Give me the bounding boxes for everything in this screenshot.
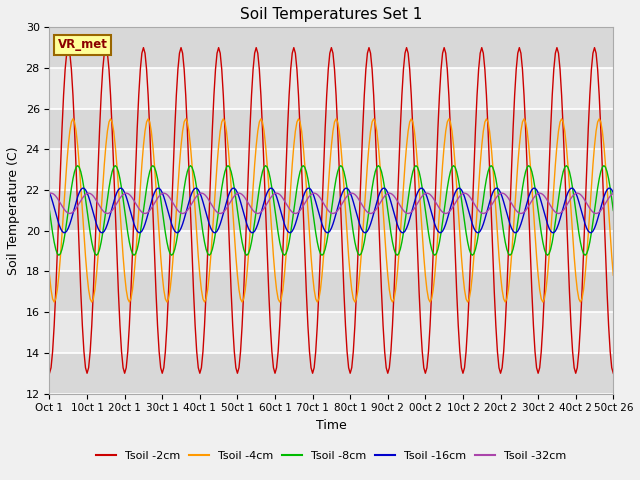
Y-axis label: Soil Temperature (C): Soil Temperature (C) (7, 146, 20, 275)
Bar (49, 27, 613, 68)
Tsoil -2cm (45, 371, 53, 376)
Line: Tsoil -32cm: Tsoil -32cm (49, 193, 613, 214)
Tsoil -2cm (152, 289, 160, 295)
Tsoil -8cm (55, 252, 63, 258)
Tsoil -4cm (154, 207, 161, 213)
Tsoil -8cm (63, 219, 70, 225)
Tsoil -4cm (51, 299, 58, 305)
Bar (49, 149, 613, 190)
Tsoil -2cm (368, 67, 376, 72)
Tsoil -8cm (370, 176, 378, 181)
Bar (49, 272, 613, 312)
Tsoil -32cm (388, 192, 396, 197)
Line: Tsoil -2cm: Tsoil -2cm (49, 48, 613, 373)
Tsoil -32cm (63, 209, 70, 215)
Line: Tsoil -16cm: Tsoil -16cm (49, 188, 613, 233)
Tsoil -4cm (63, 162, 70, 168)
Tsoil -16cm (368, 216, 376, 222)
Bar (49, 231, 613, 272)
Text: VR_met: VR_met (58, 38, 108, 51)
Tsoil -2cm (609, 371, 617, 376)
Tsoil -8cm (401, 219, 409, 225)
Tsoil -4cm (388, 299, 396, 305)
Tsoil -8cm (45, 207, 53, 213)
Tsoil -4cm (45, 272, 53, 278)
Title: Soil Temperatures Set 1: Soil Temperatures Set 1 (240, 7, 422, 22)
Tsoil -2cm (387, 348, 395, 354)
X-axis label: Time: Time (316, 419, 347, 432)
Tsoil -32cm (66, 211, 74, 216)
Tsoil -32cm (544, 198, 552, 204)
Tsoil -8cm (388, 239, 396, 245)
Tsoil -8cm (609, 207, 617, 213)
Tsoil -2cm (542, 250, 550, 255)
Line: Tsoil -8cm: Tsoil -8cm (49, 166, 613, 255)
Tsoil -4cm (370, 116, 378, 122)
Tsoil -4cm (544, 272, 552, 278)
Tsoil -16cm (152, 187, 160, 192)
Tsoil -2cm (399, 67, 407, 72)
Tsoil -2cm (61, 67, 69, 72)
Bar (49, 68, 613, 108)
Tsoil -32cm (370, 209, 378, 215)
Tsoil -16cm (63, 228, 70, 234)
Tsoil -8cm (154, 176, 161, 181)
Tsoil -4cm (401, 162, 409, 168)
Bar (49, 312, 613, 353)
Tsoil -16cm (542, 216, 550, 222)
Tsoil -8cm (544, 252, 552, 258)
Legend: Tsoil -2cm, Tsoil -4cm, Tsoil -8cm, Tsoil -16cm, Tsoil -32cm: Tsoil -2cm, Tsoil -4cm, Tsoil -8cm, Tsoi… (92, 447, 571, 466)
Tsoil -32cm (401, 209, 409, 215)
Bar (49, 190, 613, 231)
Tsoil -32cm (154, 195, 161, 201)
Tsoil -4cm (69, 116, 77, 122)
Tsoil -4cm (609, 272, 617, 278)
Tsoil -16cm (387, 199, 395, 205)
Bar (49, 353, 613, 394)
Tsoil -16cm (45, 190, 53, 195)
Tsoil -32cm (47, 190, 55, 196)
Tsoil -16cm (60, 230, 67, 236)
Bar (49, 108, 613, 149)
Tsoil -32cm (609, 191, 617, 196)
Tsoil -16cm (399, 230, 407, 236)
Tsoil -2cm (65, 45, 72, 50)
Line: Tsoil -4cm: Tsoil -4cm (49, 119, 613, 302)
Tsoil -32cm (45, 191, 53, 196)
Tsoil -8cm (74, 163, 81, 168)
Tsoil -16cm (609, 190, 617, 195)
Tsoil -16cm (569, 185, 577, 191)
